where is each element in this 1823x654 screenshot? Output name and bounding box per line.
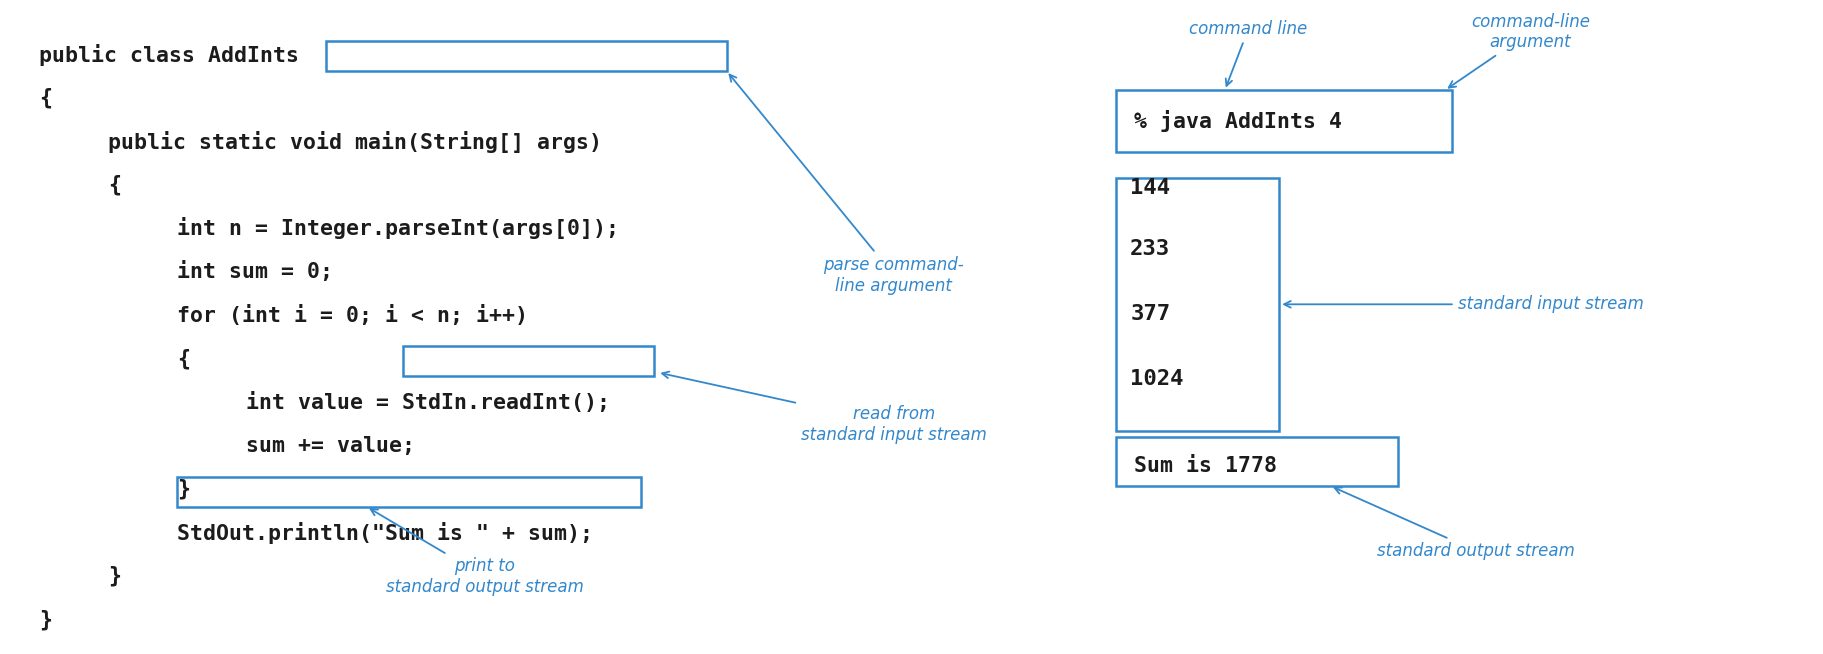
Text: % java AddInts 4: % java AddInts 4 xyxy=(1134,110,1342,132)
Text: parse command-
line argument: parse command- line argument xyxy=(729,75,964,294)
Text: public class AddInts: public class AddInts xyxy=(38,44,299,65)
Text: command line: command line xyxy=(1189,20,1307,86)
Text: 1024: 1024 xyxy=(1130,369,1183,389)
Text: int n = Integer.parseInt(args[0]);: int n = Integer.parseInt(args[0]); xyxy=(177,217,620,239)
Text: 377: 377 xyxy=(1130,304,1170,324)
Text: int value = StdIn.readInt();: int value = StdIn.readInt(); xyxy=(246,392,611,413)
Text: standard input stream: standard input stream xyxy=(1283,296,1643,313)
Text: 233: 233 xyxy=(1130,239,1170,259)
Text: {: { xyxy=(38,88,53,109)
Text: 144: 144 xyxy=(1130,178,1170,198)
Text: read from
standard input stream: read from standard input stream xyxy=(662,371,986,443)
Text: {: { xyxy=(108,175,120,196)
Text: StdOut.println("Sum is " + sum);: StdOut.println("Sum is " + sum); xyxy=(177,521,592,543)
Text: Sum is 1778: Sum is 1778 xyxy=(1134,456,1276,476)
Text: }: } xyxy=(108,566,120,586)
Text: standard output stream: standard output stream xyxy=(1334,487,1573,560)
Text: command-line
argument: command-line argument xyxy=(1447,12,1590,88)
Text: public static void main(String[] args): public static void main(String[] args) xyxy=(108,131,602,152)
Text: }: } xyxy=(177,479,190,500)
Text: int sum = 0;: int sum = 0; xyxy=(177,262,334,283)
Text: }: } xyxy=(38,610,53,630)
Text: {: { xyxy=(177,349,190,369)
Text: sum += value;: sum += value; xyxy=(246,436,416,456)
Text: for (int i = 0; i < n; i++): for (int i = 0; i < n; i++) xyxy=(177,305,529,326)
Text: print to
standard output stream: print to standard output stream xyxy=(370,509,583,596)
